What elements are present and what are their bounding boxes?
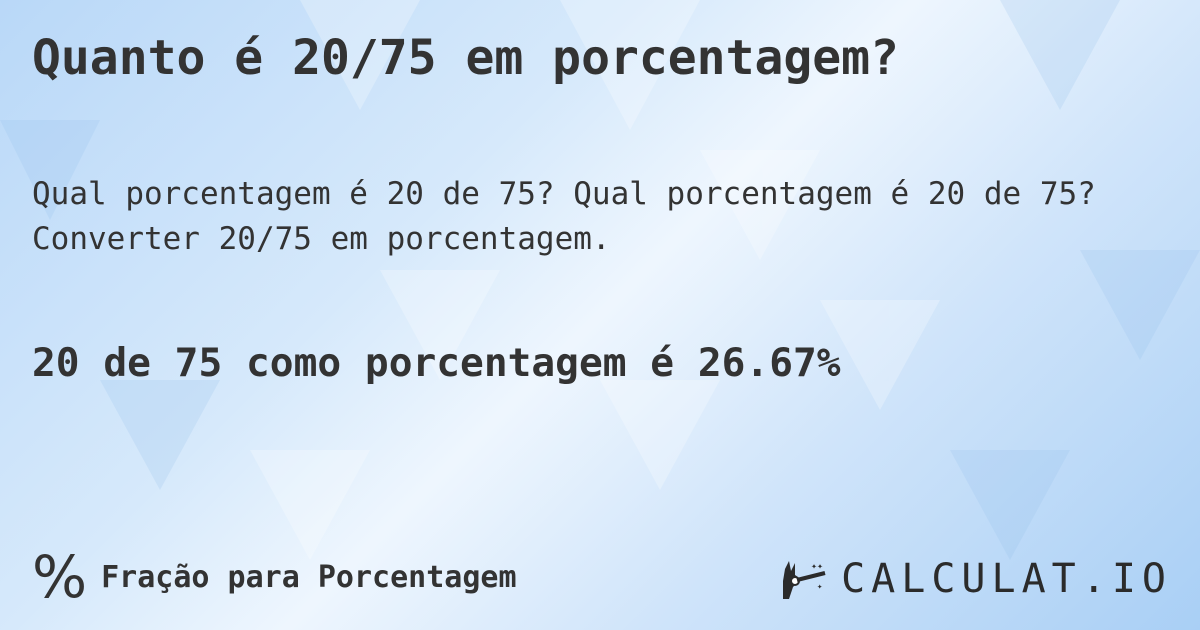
page-title: Quanto é 20/75 em porcentagem?	[32, 30, 899, 86]
svg-text:✦✦: ✦✦	[811, 561, 823, 572]
svg-text:✦: ✦	[817, 582, 823, 592]
logo[interactable]: ✦✦ ✦ CALCULAT.IO	[781, 556, 1172, 602]
logo-text: CALCULAT.IO	[841, 556, 1172, 602]
subtitle: Qual porcentagem é 20 de 75? Qual porcen…	[32, 172, 1096, 262]
magic-hand-icon: ✦✦ ✦	[783, 561, 826, 599]
subtitle-line-2: Converter 20/75 em porcentagem.	[32, 221, 611, 257]
percent-icon: %	[32, 543, 88, 611]
category-link[interactable]: % Fração para Porcentagem	[32, 548, 517, 606]
result-text: 20 de 75 como porcentagem é 26.67%	[32, 340, 841, 386]
category-label: Fração para Porcentagem	[101, 559, 517, 595]
subtitle-line-1: Qual porcentagem é 20 de 75? Qual porcen…	[32, 176, 1096, 212]
